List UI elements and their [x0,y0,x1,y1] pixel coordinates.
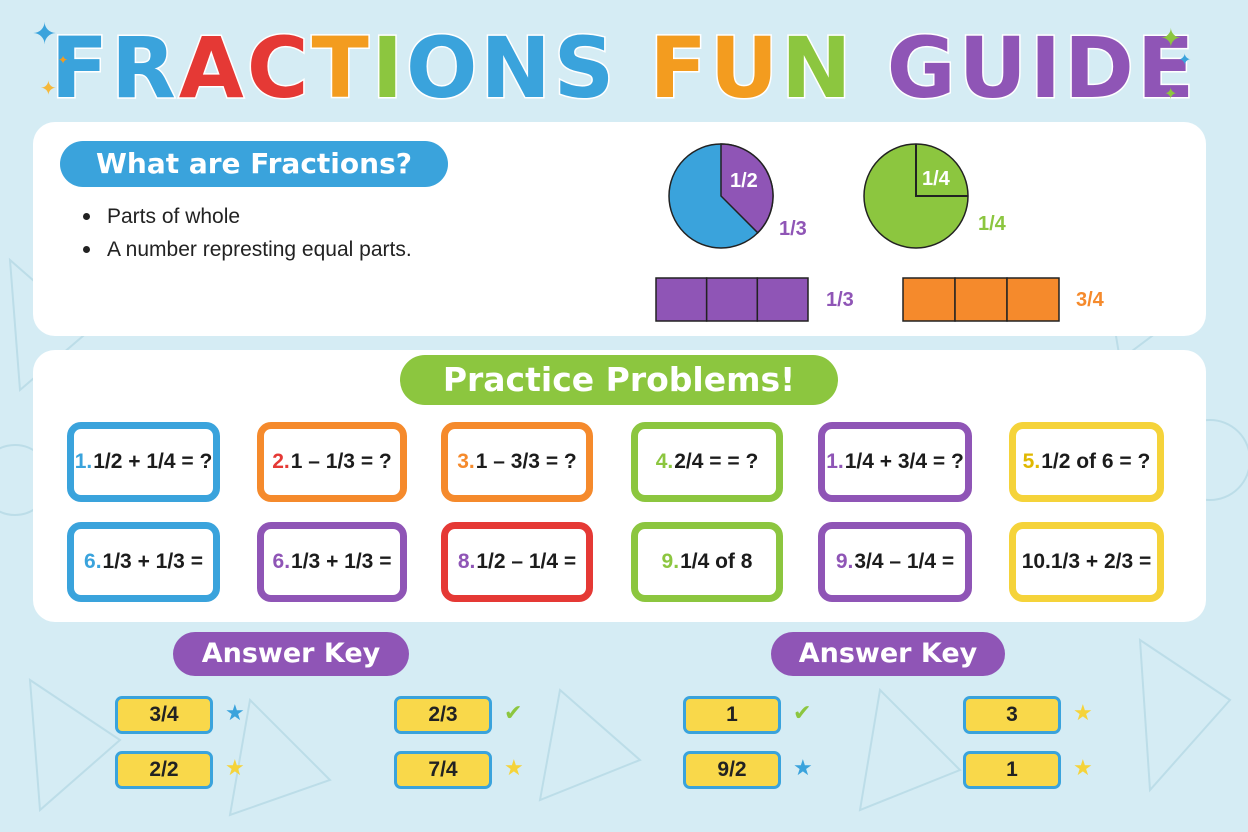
bar-segment [756,277,809,322]
bar-segment [705,277,759,322]
fraction-bar-purple [655,277,809,322]
bullet-item: A number represting equal parts. [80,233,412,266]
bar2-label: 3/4 [1076,289,1104,311]
sparkle-icon: ✦ [1178,50,1192,69]
problem-card: 3. 1 – 3/3 = ? [441,422,593,502]
page-title: FRACTIONS FUN GUIDE [0,18,1248,119]
title-letter: T [310,18,372,119]
bullet-item: Parts of whole [80,200,412,233]
sparkle-icon: ✦ [58,53,69,67]
problem-text: 1/3 + 1/3 = [291,550,392,573]
title-letter: G [885,18,959,119]
pie-slice-purple [720,143,774,234]
problem-number: 5. [1022,450,1041,473]
title-letter: F [648,18,710,119]
problem-number: 1. [74,450,93,473]
star-icon: ★ [793,756,813,781]
problem-text: 1/2 – 1/4 = [476,550,577,573]
title-letter: F [49,18,112,119]
problem-text: 1/3 + 1/3 = [102,550,203,573]
problem-card: 9. 3/4 – 1/4 = [818,522,972,602]
problem-card: 8. 1/2 – 1/4 = [441,522,593,602]
star-icon: ★ [1073,701,1093,726]
problem-card: 5. 1/2 of 6 = ? [1009,422,1164,502]
problem-text: 1/2 of 6 = ? [1041,450,1151,473]
practice-heading: Practice Problems! [400,355,838,405]
problem-number: 8. [457,550,476,573]
answer-box: 7/4 [394,751,492,789]
answer-box: 2/2 [115,751,213,789]
title-letter: U [708,18,782,119]
star-icon: ★ [225,701,245,726]
fraction-bar-orange [902,277,1060,322]
problem-number: 1. [826,450,844,473]
pie-quarter-lines [915,144,968,197]
bar-segment [655,277,708,322]
title-letter: I [1028,18,1065,119]
sparkle-icon: ✦ [1160,24,1182,54]
problem-text: 1/4 of 8 [680,550,753,573]
problem-card: 6. 1/3 + 1/3 = [257,522,407,602]
bar-segment [1006,277,1060,322]
title-letter: R [110,18,179,119]
problem-number: 3. [457,450,475,473]
answer-key-heading-left: Answer Key [173,632,409,676]
bar1-label: 1/3 [826,289,854,311]
title-letter: A [177,18,247,119]
pie2-inner-label: 1/4 [922,168,950,190]
title-letter: O [405,18,481,119]
problem-text: 1 – 1/3 = ? [290,450,392,473]
intro-bullets: Parts of whole A number represting equal… [80,200,412,266]
problem-number: 9. [835,550,854,573]
star-icon: ★ [504,756,524,781]
title-letter: D [1063,18,1137,119]
problem-text: 10.1/3 + 2/3 = [1021,550,1152,573]
check-icon: ✔ [504,701,523,726]
star-icon: ★ [1073,756,1093,781]
bar-segment [902,277,956,322]
problem-number: 6. [272,550,291,573]
problem-card: 1. 1/4 + 3/4 = ? [818,422,972,502]
title-letter: N [479,18,554,119]
problem-text: 1 – 3/3 = ? [475,450,577,473]
problem-text: 3/4 – 1/4 = [854,550,955,573]
title-letter: C [245,18,312,119]
problem-number: 2. [272,450,290,473]
title-letter: N [780,18,855,119]
sparkle-icon: ✦ [1164,84,1178,103]
problem-card: 6. 1/3 + 1/3 = [67,522,220,602]
problem-card: 2. 1 – 1/3 = ? [257,422,407,502]
bar-segment [954,277,1008,322]
intro-heading: What are Fractions? [60,141,448,187]
answer-box: 1 [683,696,781,734]
problem-card: 10.1/3 + 2/3 = [1009,522,1164,602]
answer-box: 2/3 [394,696,492,734]
problem-text: 1/4 + 3/4 = ? [844,450,964,473]
problem-card: 9. 1/4 of 8 [631,522,783,602]
pie1-outer-label: 1/3 [779,218,807,240]
answer-box: 1 [963,751,1061,789]
title-letter: U [957,18,1030,119]
title-letter: S [552,18,618,119]
problem-number: 9. [661,550,680,573]
problem-text: 2/4 = = ? [674,450,759,473]
check-icon: ✔ [793,701,812,726]
sparkle-icon: ✦ [32,17,58,52]
pie2-outer-label: 1/4 [978,213,1006,235]
answer-key-heading-right: Answer Key [771,632,1005,676]
pie1-inner-label: 1/2 [730,170,758,192]
problem-card: 4. 2/4 = = ? [631,422,783,502]
answer-box: 3/4 [115,696,213,734]
problem-number: 6. [84,550,102,573]
star-icon: ★ [225,756,245,781]
title-letter: I [370,18,407,119]
answer-box: 3 [963,696,1061,734]
title-letter: E [1135,18,1198,119]
problem-text: 1/2 + 1/4 = ? [93,450,213,473]
problem-number: 4. [655,450,674,473]
answer-box: 9/2 [683,751,781,789]
sparkle-icon: ✦ [40,76,57,100]
problem-card: 1. 1/2 + 1/4 = ? [67,422,220,502]
